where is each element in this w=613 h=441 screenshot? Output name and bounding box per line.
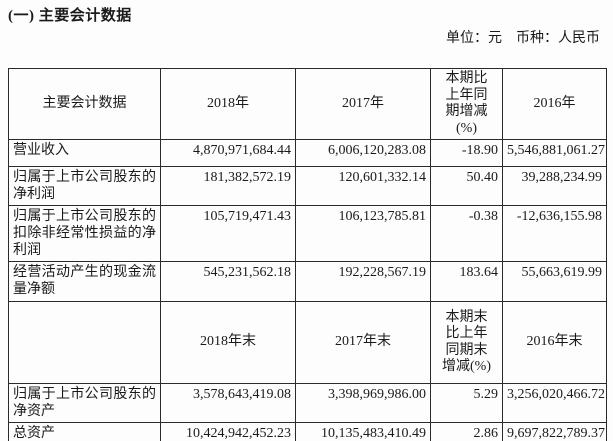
value-cell-2018: 105,719,471.43	[160, 205, 296, 262]
value-cell-2016-end: 9,697,822,789.37	[502, 422, 607, 441]
value-cell-2016: 39,288,234.99	[502, 166, 607, 206]
value-cell-2017: 6,006,120,283.08	[295, 139, 431, 167]
value-cell-2018: 181,382,572.19	[160, 166, 296, 206]
header-end-2017: 2017年末	[295, 301, 431, 384]
value-cell-2017: 192,228,567.19	[295, 261, 431, 302]
header-metric-label: 主要会计数据	[8, 68, 161, 140]
row-label-cell: 归属于上市公司股东的净资产	[8, 383, 161, 423]
value-cell-change-pct: 2.86	[430, 422, 503, 441]
value-cell-2016: 55,663,619.99	[502, 261, 607, 302]
value-cell-change-pct: 50.40	[430, 166, 503, 206]
row-label-cell: 归属于上市公司股东的扣除非经常性损益的净利润	[8, 205, 161, 262]
value-cell-change-pct: 5.29	[430, 383, 503, 423]
table-header-row-annual: 主要会计数据 2018年 2017年 本期比上年同期增减(%) 2016年	[8, 68, 607, 140]
value-cell-2018-end: 10,424,942,452.23	[160, 422, 296, 441]
header-metric-label-empty	[8, 301, 161, 384]
header-yoy-change-pct: 本期比上年同期增减(%)	[430, 68, 503, 140]
value-cell-change-pct: 183.64	[430, 261, 503, 302]
header-year-2016: 2016年	[502, 68, 607, 140]
row-label-cell: 归属于上市公司股东的净利润	[8, 166, 161, 206]
table-header-row-period-end: 2018年末 2017年末 本期末比上年同期末增减(%) 2016年末	[8, 301, 607, 384]
value-cell-2017-end: 10,135,483,410.49	[295, 422, 431, 441]
value-cell-2017: 106,123,785.81	[295, 205, 431, 262]
header-end-2016: 2016年末	[502, 301, 607, 384]
table-row-net-profit-excl-nonrecurring: 归属于上市公司股东的扣除非经常性损益的净利润 105,719,471.43 10…	[8, 205, 607, 262]
value-cell-2018-end: 3,578,643,419.08	[160, 383, 296, 423]
value-cell-2018: 545,231,562.18	[160, 261, 296, 302]
header-year-2018: 2018年	[160, 68, 296, 140]
key-accounting-data-table: 主要会计数据 2018年 2017年 本期比上年同期增减(%) 2016年 营业…	[8, 68, 607, 441]
table-row-operating-cash-flow: 经营活动产生的现金流量净额 545,231,562.18 192,228,567…	[8, 261, 607, 302]
currency-unit-note: 单位：元 币种：人民币	[446, 31, 600, 46]
header-period-end-change-pct: 本期末比上年同期末增减(%)	[430, 301, 503, 384]
header-year-2017: 2017年	[295, 68, 431, 140]
table-row-net-profit: 归属于上市公司股东的净利润 181,382,572.19 120,601,332…	[8, 166, 607, 206]
value-cell-2018: 4,870,971,684.44	[160, 139, 296, 167]
value-cell-change-pct: -18.90	[430, 139, 503, 167]
value-cell-2017: 120,601,332.14	[295, 166, 431, 206]
value-cell-2016: 5,546,881,061.27	[502, 139, 607, 167]
header-end-2018: 2018年末	[160, 301, 296, 384]
section-title: (一) 主要会计数据	[8, 8, 132, 24]
row-label-cell: 总资产	[8, 422, 161, 441]
value-cell-change-pct: -0.38	[430, 205, 503, 262]
table-row-net-assets: 归属于上市公司股东的净资产 3,578,643,419.08 3,398,969…	[8, 383, 607, 423]
table-row-operating-revenue: 营业收入 4,870,971,684.44 6,006,120,283.08 -…	[8, 139, 607, 167]
value-cell-2017-end: 3,398,969,986.00	[295, 383, 431, 423]
value-cell-2016: -12,636,155.98	[502, 205, 607, 262]
row-label-cell: 经营活动产生的现金流量净额	[8, 261, 161, 302]
table-row-total-assets: 总资产 10,424,942,452.23 10,135,483,410.49 …	[8, 422, 607, 441]
row-label-cell: 营业收入	[8, 139, 161, 167]
value-cell-2016-end: 3,256,020,466.72	[502, 383, 607, 423]
